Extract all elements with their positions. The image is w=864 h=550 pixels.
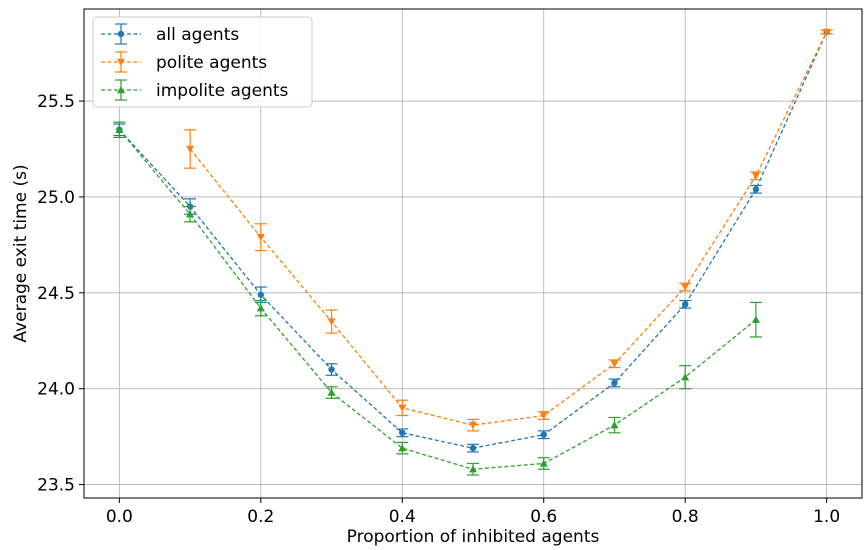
- data-point: [539, 459, 548, 467]
- x-tick-label: 1.0: [813, 507, 840, 527]
- data-point: [469, 444, 477, 452]
- y-axis-label: Average exit time (s): [11, 164, 31, 342]
- data-point: [398, 404, 407, 412]
- data-point: [256, 234, 265, 242]
- x-tick-label: 0.0: [106, 507, 133, 527]
- series-line: [118, 129, 757, 470]
- data-point: [327, 388, 336, 396]
- x-axis-ticks: 0.0 0.2 0.4 0.6 0.8 1.0: [106, 498, 840, 527]
- legend-entry: polite agents: [101, 51, 267, 73]
- data-point: [681, 373, 690, 381]
- data-point: [752, 186, 760, 193]
- data-point: [469, 421, 477, 430]
- data-point: [186, 210, 195, 218]
- data-point: [399, 429, 406, 436]
- x-tick-label: 0.6: [530, 507, 557, 527]
- y-tick-label: 24.5: [37, 284, 75, 304]
- legend-marker: [117, 86, 125, 94]
- data-point: [257, 291, 265, 298]
- data-point: [681, 283, 690, 292]
- data-point: [681, 301, 689, 308]
- x-axis-label: Proportion of inhibited agents: [347, 527, 600, 547]
- legend-entry: impolite agents: [101, 79, 289, 101]
- x-tick-label: 0.8: [672, 507, 699, 527]
- data-point: [469, 465, 477, 473]
- y-tick-label: 24.0: [37, 380, 75, 400]
- y-tick-label: 25.5: [37, 92, 75, 112]
- data-point: [328, 366, 335, 373]
- legend-label: polite agents: [156, 53, 267, 73]
- data-point: [115, 125, 124, 134]
- data-point: [327, 318, 336, 326]
- data-point: [610, 360, 619, 368]
- legend-marker: [117, 30, 125, 38]
- legend-entry: all agents: [101, 23, 239, 45]
- legend: all agents polite agents impolite agents: [92, 16, 313, 108]
- data-point: [539, 412, 548, 420]
- data-point: [751, 172, 760, 180]
- y-axis-ticks: 23.5 24.0 24.5 25.0 25.5: [37, 92, 84, 496]
- series-impolite-agents: [113, 121, 762, 476]
- y-tick-label: 25.0: [37, 188, 75, 208]
- series-polite-agents: [184, 28, 833, 432]
- series-line: [189, 31, 828, 426]
- plot-series: [113, 28, 833, 476]
- data-point: [610, 421, 619, 429]
- data-point: [186, 145, 195, 153]
- data-point: [398, 444, 407, 452]
- y-tick-label: 23.5: [37, 476, 75, 496]
- legend-label: impolite agents: [156, 81, 289, 101]
- legend-box: [92, 16, 313, 108]
- plot-frame: [83, 8, 863, 499]
- legend-marker: [117, 58, 125, 66]
- data-point: [256, 304, 265, 312]
- x-tick-label: 0.2: [247, 507, 274, 527]
- data-point: [611, 379, 618, 387]
- data-point: [751, 315, 760, 323]
- data-point: [540, 431, 547, 438]
- legend-label: all agents: [156, 25, 239, 45]
- data-point: [822, 28, 831, 37]
- x-tick-label: 0.4: [389, 507, 416, 527]
